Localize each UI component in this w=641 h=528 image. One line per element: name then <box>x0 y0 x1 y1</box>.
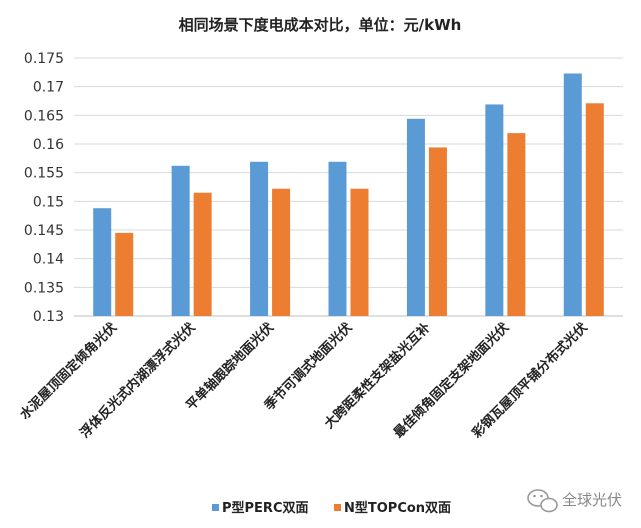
bar-n-topcon <box>193 192 212 316</box>
legend: P型PERC双面 N型TOPCon双面 <box>212 500 451 516</box>
y-tick-label: 0.17 <box>33 80 64 96</box>
x-category-label: 季节可调式地面光伏 <box>261 320 356 415</box>
legend-label: N型TOPCon双面 <box>344 500 451 516</box>
y-tick-label: 0.15 <box>33 194 64 210</box>
wechat-icon <box>527 489 558 513</box>
y-axis-ticks: 0.13 0.135 0.14 0.145 0.15 0.155 0.16 0.165 0.17… <box>24 51 64 325</box>
y-tick-label: 0.155 <box>24 166 64 182</box>
legend-label: P型PERC双面 <box>222 500 309 516</box>
x-category-label: 平单轴跟踪地面光伏 <box>183 320 277 414</box>
y-tick-label: 0.135 <box>24 280 64 296</box>
chart-title: 相同场景下度电成本对比，单位：元/kWh <box>179 16 462 34</box>
bar-n-topcon <box>350 188 369 316</box>
bar-p-perc <box>406 118 425 316</box>
y-tick-label: 0.175 <box>24 51 64 67</box>
bar-n-topcon <box>115 232 134 316</box>
bars <box>93 73 604 316</box>
x-axis-categories: 水泥屋顶固定倾角光伏浮体反光式内湖漂浮式光伏平单轴跟踪地面光伏季节可调式地面光伏… <box>17 320 591 442</box>
watermark-text: 全球光伏 <box>562 491 622 509</box>
bar-n-topcon <box>507 133 526 316</box>
bar-n-topcon <box>272 188 291 316</box>
y-tick-label: 0.16 <box>33 137 64 153</box>
bar-p-perc <box>171 165 190 316</box>
watermark: 全球光伏 <box>527 489 622 513</box>
bar-n-topcon <box>428 147 447 316</box>
legend-swatch <box>212 504 219 511</box>
y-tick-label: 0.14 <box>33 252 64 268</box>
bar-p-perc <box>563 73 582 316</box>
y-tick-label: 0.145 <box>24 223 64 239</box>
y-tick-label: 0.165 <box>24 108 64 124</box>
bar-p-perc <box>485 104 504 316</box>
bar-p-perc <box>250 161 269 316</box>
legend-swatch <box>334 504 341 511</box>
bar-p-perc <box>93 208 112 316</box>
gridlines <box>74 57 623 317</box>
y-tick-label: 0.13 <box>33 309 64 325</box>
bar-n-topcon <box>585 103 604 316</box>
bar-p-perc <box>328 161 347 316</box>
